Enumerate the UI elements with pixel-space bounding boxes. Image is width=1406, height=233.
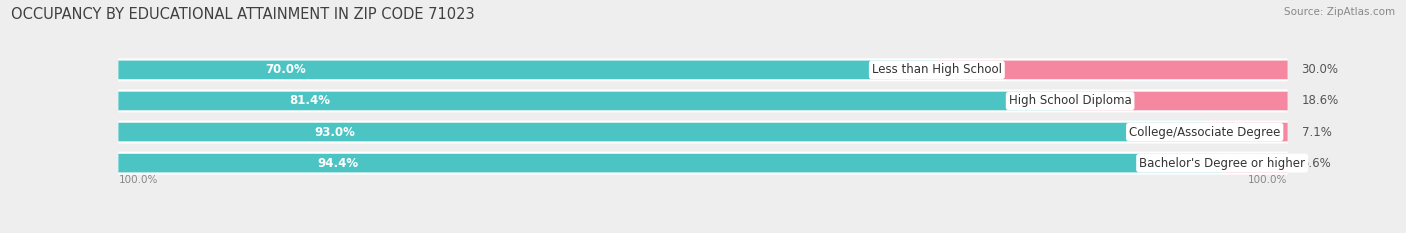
Text: College/Associate Degree: College/Associate Degree	[1129, 126, 1281, 139]
Text: 94.4%: 94.4%	[318, 157, 359, 170]
Text: Less than High School: Less than High School	[872, 63, 1002, 76]
FancyBboxPatch shape	[118, 152, 1288, 175]
Text: Source: ZipAtlas.com: Source: ZipAtlas.com	[1284, 7, 1395, 17]
Text: 5.6%: 5.6%	[1302, 157, 1331, 170]
FancyBboxPatch shape	[1222, 154, 1288, 172]
Text: 100.0%: 100.0%	[1249, 175, 1288, 185]
FancyBboxPatch shape	[118, 120, 1288, 144]
Text: 70.0%: 70.0%	[266, 63, 307, 76]
Text: 100.0%: 100.0%	[118, 175, 157, 185]
FancyBboxPatch shape	[118, 89, 1288, 113]
Text: OCCUPANCY BY EDUCATIONAL ATTAINMENT IN ZIP CODE 71023: OCCUPANCY BY EDUCATIONAL ATTAINMENT IN Z…	[11, 7, 475, 22]
FancyBboxPatch shape	[1070, 92, 1288, 110]
FancyBboxPatch shape	[1205, 123, 1288, 141]
FancyBboxPatch shape	[118, 92, 1070, 110]
FancyBboxPatch shape	[118, 61, 936, 79]
Text: Bachelor's Degree or higher: Bachelor's Degree or higher	[1139, 157, 1305, 170]
Text: 30.0%: 30.0%	[1302, 63, 1339, 76]
Text: 93.0%: 93.0%	[314, 126, 354, 139]
Text: 7.1%: 7.1%	[1302, 126, 1331, 139]
FancyBboxPatch shape	[936, 61, 1288, 79]
FancyBboxPatch shape	[118, 123, 1205, 141]
FancyBboxPatch shape	[118, 58, 1288, 81]
Text: 81.4%: 81.4%	[290, 94, 330, 107]
Text: 18.6%: 18.6%	[1302, 94, 1339, 107]
Text: High School Diploma: High School Diploma	[1008, 94, 1132, 107]
FancyBboxPatch shape	[118, 154, 1222, 172]
